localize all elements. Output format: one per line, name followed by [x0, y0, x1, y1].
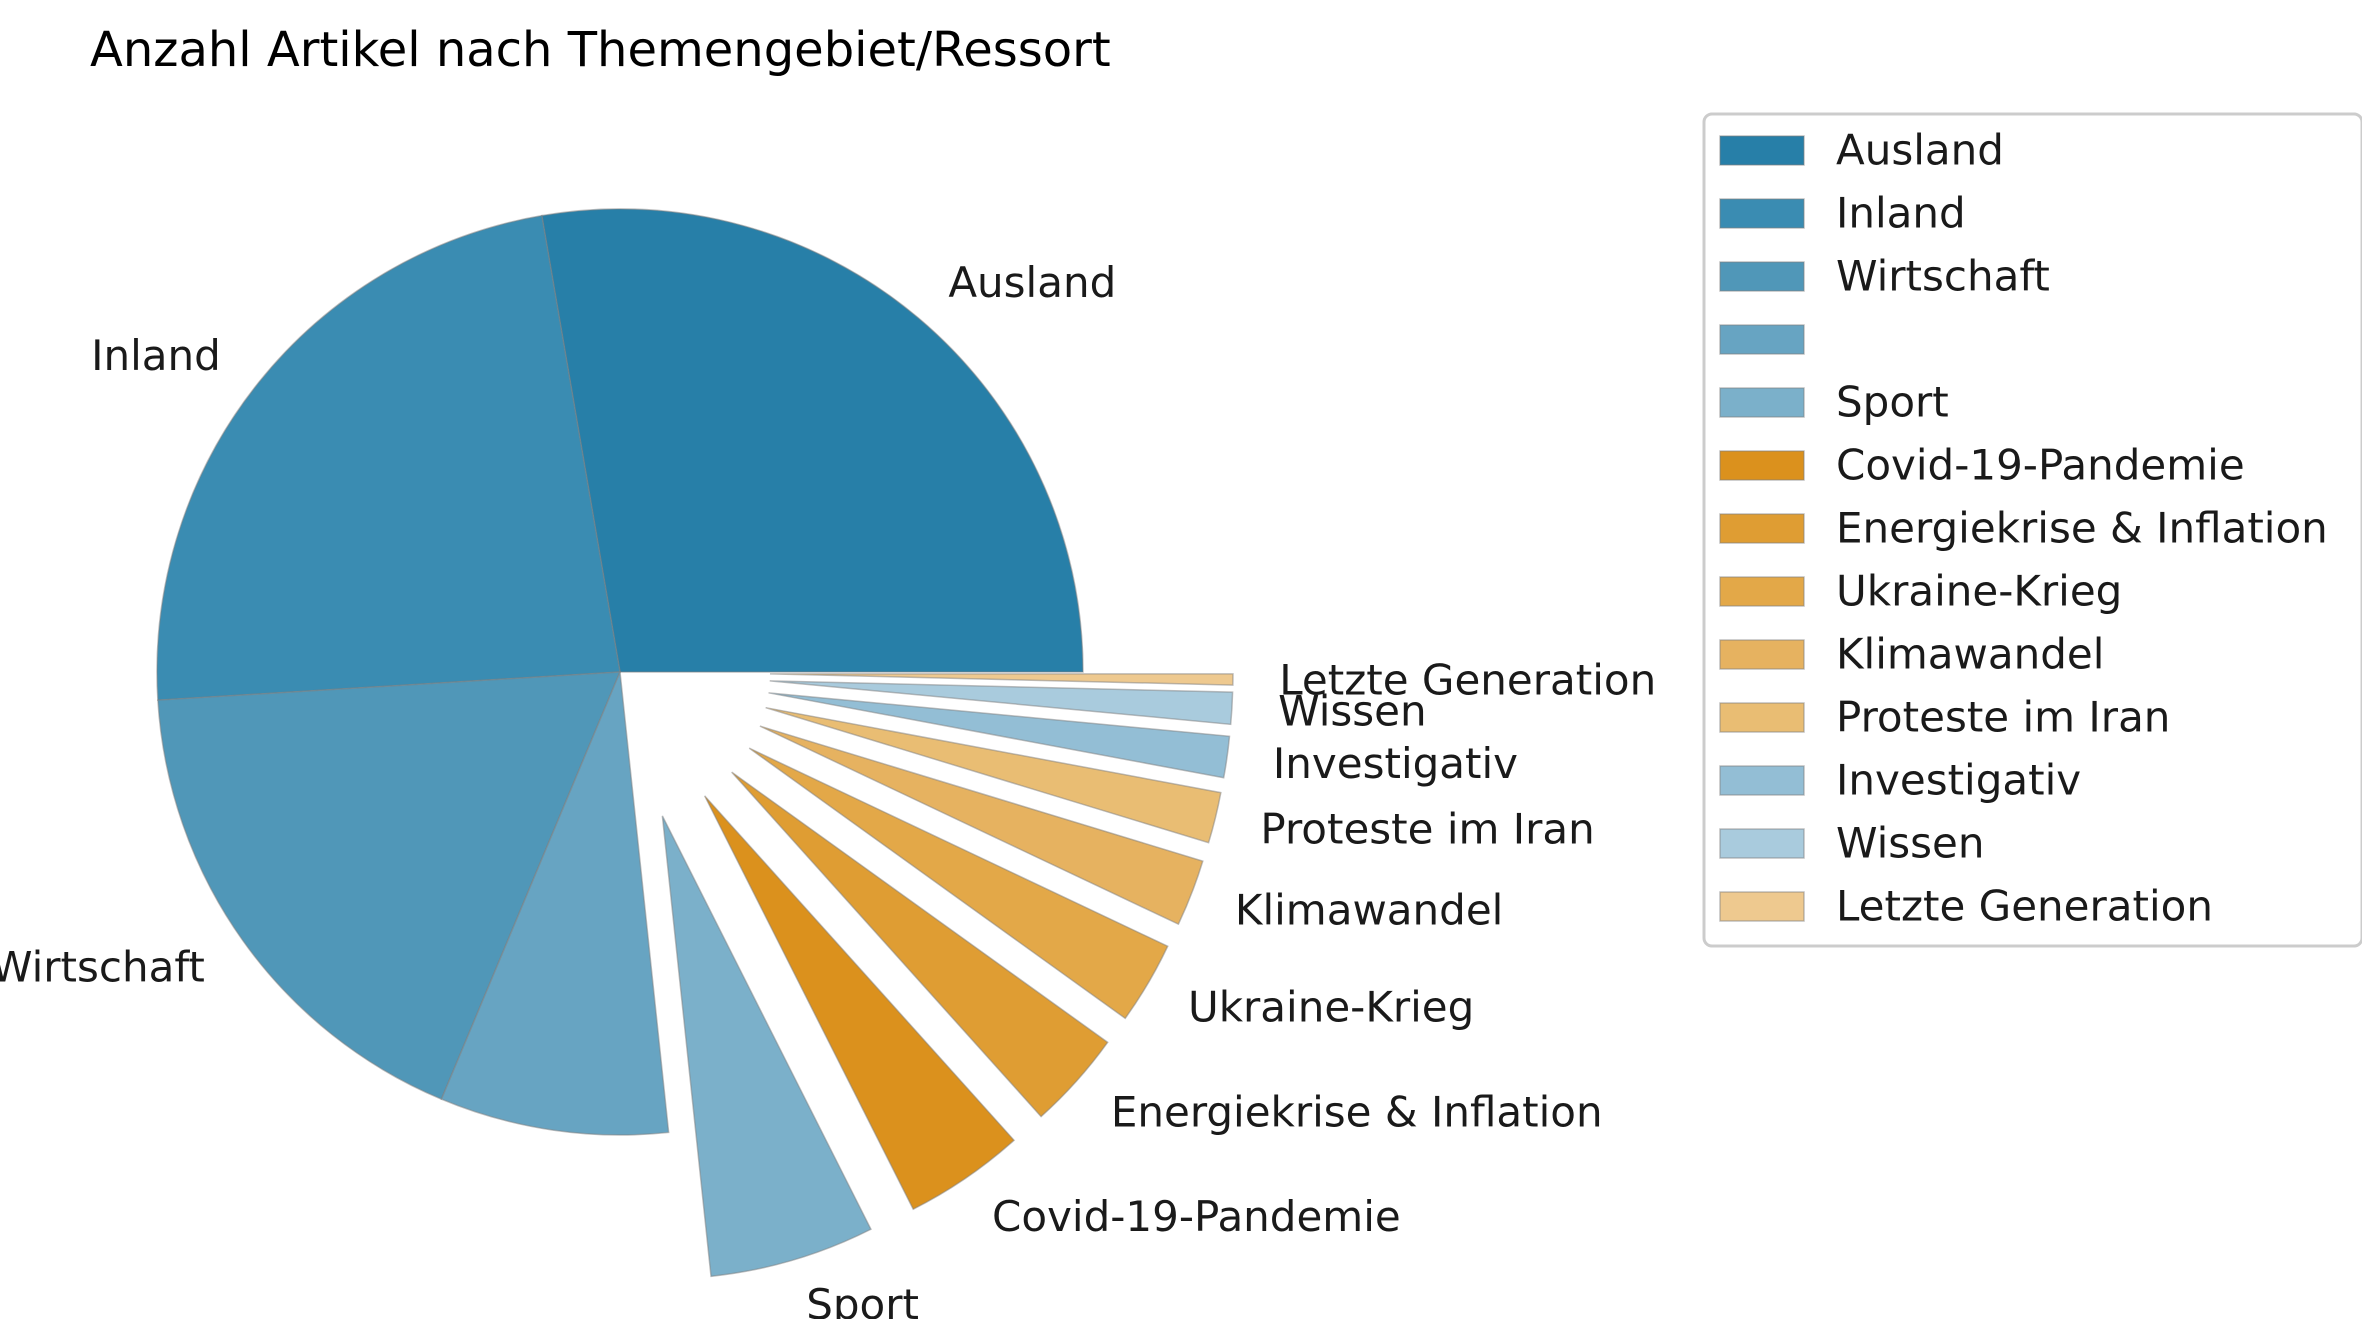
legend-swatch-inland [1719, 198, 1805, 229]
chart-title: Anzahl Artikel nach Themengebiet/Ressort [90, 22, 1111, 78]
pie-slice-investigativ [768, 692, 1231, 779]
legend-swatch-slice-3 [1719, 324, 1805, 355]
legend-label-investigativ: Investigativ [1836, 756, 2081, 805]
legend-swatch-ukraine-krieg [1719, 576, 1805, 607]
slice-label-covid-19-pandemie: Covid-19-Pandemie [992, 1192, 1401, 1241]
slice-label-klimawandel: Klimawandel [1235, 885, 1503, 934]
pie-slice-sport [661, 815, 872, 1278]
pie-slice-inland [156, 214, 621, 701]
legend: Ausland Inland Wirtschaft Sport Covid-19-Pan… [1702, 112, 2362, 948]
slice-label-investigativ: Investigativ [1273, 739, 1518, 788]
legend-label-letzte-generation: Letzte Generation [1836, 882, 2213, 931]
legend-label-wissen: Wissen [1836, 819, 1985, 868]
legend-swatch-wissen [1719, 828, 1805, 859]
legend-swatch-klimawandel [1719, 639, 1805, 670]
legend-swatch-investigativ [1719, 765, 1805, 796]
legend-frame [1702, 112, 2362, 948]
slice-label-wirtschaft: Wirtschaft [0, 943, 205, 992]
legend-label-ukraine-krieg: Ukraine-Krieg [1836, 567, 2122, 616]
pie-slice-letzte-generation [769, 673, 1234, 686]
legend-swatch-energiekrise-inflation [1719, 513, 1805, 544]
slice-label-energiekrise-inflation: Energiekrise & Inflation [1111, 1088, 1603, 1137]
legend-swatch-sport [1719, 387, 1805, 418]
pie-slice-ukraine-krieg [748, 747, 1169, 1020]
slice-label-letzte-generation: Letzte Generation [1279, 656, 1656, 705]
legend-label-covid-19-pandemie: Covid-19-Pandemie [1836, 441, 2245, 490]
slice-label-ausland: Ausland [948, 258, 1116, 307]
pie-slice-covid-19-pandemie [703, 795, 1016, 1211]
legend-swatch-covid-19-pandemie [1719, 450, 1805, 481]
slice-label-sport: Sport [806, 1280, 919, 1319]
legend-label-proteste-im-iran: Proteste im Iran [1836, 693, 2170, 742]
legend-label-sport: Sport [1836, 378, 1949, 427]
slice-label-wissen: Wissen [1278, 686, 1427, 735]
legend-swatch-letzte-generation [1719, 891, 1805, 922]
slice-label-ukraine-krieg: Ukraine-Krieg [1188, 982, 1474, 1031]
pie-slice-ausland [540, 208, 1084, 673]
pie-slice-wirtschaft [157, 671, 622, 1101]
legend-swatch-ausland [1719, 135, 1805, 166]
legend-swatch-proteste-im-iran [1719, 702, 1805, 733]
legend-label-energiekrise-inflation: Energiekrise & Inflation [1836, 504, 2328, 553]
legend-label-wirtschaft: Wirtschaft [1836, 252, 2050, 301]
legend-items: Ausland Inland Wirtschaft Sport Covid-19-Pan… [1719, 126, 2328, 931]
pie-slice-wissen [769, 680, 1234, 726]
legend-swatch-wirtschaft [1719, 261, 1805, 292]
legend-label-ausland: Ausland [1836, 126, 2004, 175]
pie-slice-klimawandel [759, 725, 1204, 926]
pie-slice-energiekrise-inflation [731, 771, 1109, 1118]
slice-labels: Ausland Inland Wirtschaft Sport Covid-19-Pan… [0, 258, 1656, 1319]
pie-slice-slice-3 [440, 671, 670, 1136]
slice-label-inland: Inland [91, 331, 221, 380]
slice-label-proteste-im-iran: Proteste im Iran [1260, 804, 1594, 853]
legend-label-klimawandel: Klimawandel [1836, 630, 2104, 679]
pie-slice-proteste-im-iran [765, 706, 1222, 844]
pie-slices [156, 208, 1234, 1278]
legend-label-inland: Inland [1836, 189, 1966, 238]
